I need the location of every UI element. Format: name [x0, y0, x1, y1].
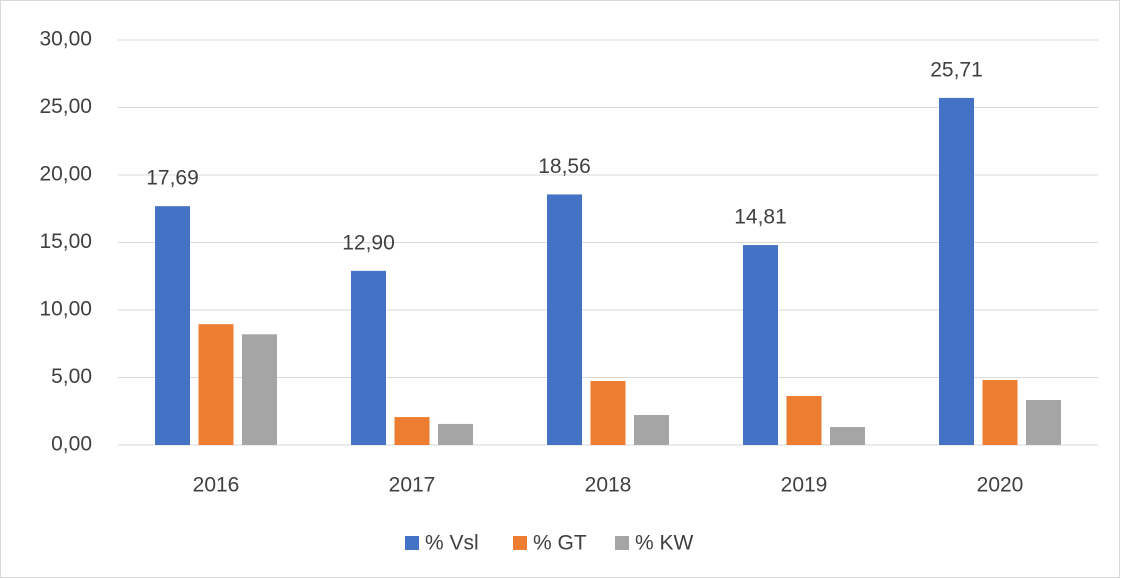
bar [351, 270, 386, 445]
bar [547, 194, 582, 445]
bar [242, 334, 277, 445]
y-tick-label: 15,00 [39, 230, 92, 253]
legend-label: % Vsl [425, 532, 479, 555]
bar [438, 423, 473, 445]
bar [830, 427, 865, 445]
bar [982, 380, 1018, 445]
legend-label: % KW [635, 532, 694, 555]
x-tick-label: 2016 [193, 474, 240, 497]
bar [743, 245, 778, 445]
y-tick-label: 30,00 [39, 28, 92, 51]
bar [1026, 400, 1061, 445]
bar [198, 324, 234, 445]
data-label: 17,69 [146, 167, 199, 190]
x-tick-label: 2017 [389, 474, 436, 497]
y-tick-label: 10,00 [39, 298, 92, 321]
bar [394, 417, 430, 445]
bar [634, 415, 669, 445]
legend-swatch [615, 536, 629, 550]
data-label: 18,56 [538, 155, 591, 178]
legend-swatch [405, 536, 419, 550]
bar [939, 97, 974, 445]
legend-swatch [513, 536, 527, 550]
y-tick-label: 5,00 [51, 365, 92, 388]
data-label: 14,81 [734, 206, 787, 229]
bar [590, 381, 626, 445]
x-tick-label: 2018 [585, 474, 632, 497]
x-tick-label: 2020 [977, 474, 1024, 497]
bar [155, 206, 190, 445]
y-tick-label: 25,00 [39, 95, 92, 118]
y-tick-label: 20,00 [39, 163, 92, 186]
data-label: 25,71 [930, 58, 983, 81]
y-tick-label: 0,00 [51, 433, 92, 456]
data-label: 12,90 [342, 231, 395, 254]
bar [786, 395, 822, 445]
x-tick-label: 2019 [781, 474, 828, 497]
legend-label: % GT [533, 532, 587, 555]
